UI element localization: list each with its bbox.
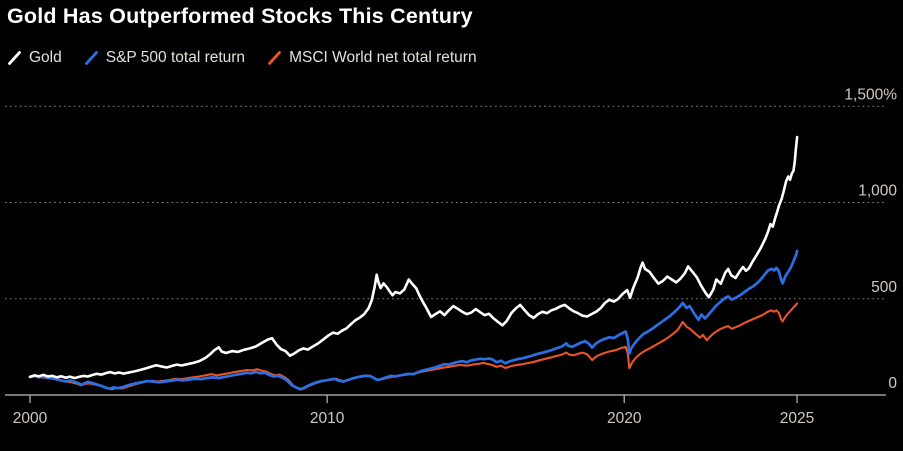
- msci-world-line: [28, 302, 799, 391]
- x-tick-label: 2000: [13, 410, 48, 427]
- legend-label: S&P 500 total return: [105, 49, 246, 66]
- x-tick-label: 2020: [607, 410, 642, 427]
- y-tick-label: 1,000: [858, 183, 897, 200]
- legend-slash-icon: [268, 51, 281, 65]
- legend-slash-icon: [84, 51, 98, 65]
- legend-label: Gold: [29, 49, 62, 66]
- legend-slash-icon: [8, 51, 21, 65]
- y-tick-label: 1,500%: [844, 86, 897, 103]
- legend-item-msci: MSCI World net total return: [267, 49, 477, 67]
- chart-title: Gold Has Outperformed Stocks This Centur…: [7, 4, 473, 28]
- chart-legend: Gold S&P 500 total return MSCI World net…: [7, 49, 477, 67]
- y-tick-label: 0: [888, 375, 897, 392]
- x-tick-label: 2025: [780, 410, 814, 427]
- legend-item-sp500: S&P 500 total return: [84, 49, 245, 67]
- gold-line: [28, 135, 799, 380]
- legend-label: MSCI World net total return: [289, 49, 477, 66]
- legend-item-gold: Gold: [7, 49, 62, 67]
- sp500-line: [28, 249, 799, 391]
- x-tick-label: 2010: [310, 410, 345, 427]
- y-tick-label: 500: [871, 279, 897, 296]
